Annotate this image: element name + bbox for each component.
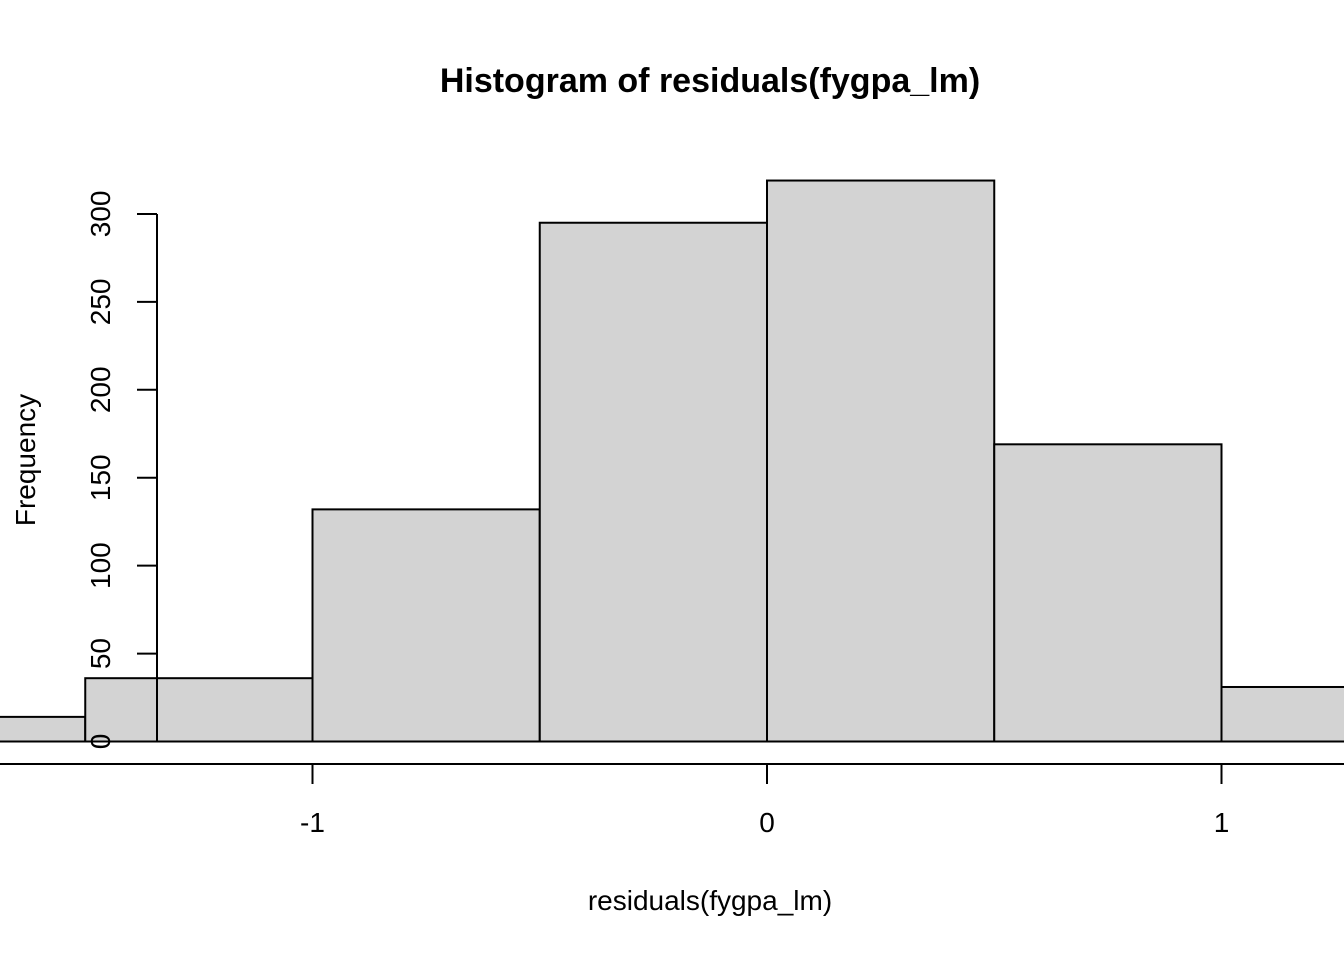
y-tick-label-6: 300 [85,191,116,238]
y-axis: 0 50 100 150 200 250 300 [85,191,158,750]
histogram-bar-7 [1220,685,1344,743]
y-tick-label-4: 200 [85,366,116,413]
x-axis: -2-1012 [0,763,1344,838]
histogram-bar-2 [84,677,314,743]
y-axis-label: Frequency [10,394,41,526]
y-tick-label-0: 0 [85,734,116,750]
histogram-bar-4 [538,221,768,743]
x-tick-label-2: 0 [759,807,775,838]
y-tick-label-2: 100 [85,542,116,589]
x-tick-label-1: -1 [300,807,325,838]
bars-group [0,179,1344,743]
y-tick-label-5: 250 [85,279,116,326]
histogram-bar-6 [993,443,1223,743]
x-axis-label: residuals(fygpa_lm) [588,885,832,916]
y-tick-label-3: 150 [85,454,116,501]
y-tick-label-1: 50 [85,638,116,669]
chart-title: Histogram of residuals(fygpa_lm) [440,62,980,100]
histogram-bar-5 [766,179,996,743]
histogram-bar-3 [311,508,541,743]
histogram-bar-1 [0,715,87,743]
x-tick-label-3: 1 [1214,807,1230,838]
